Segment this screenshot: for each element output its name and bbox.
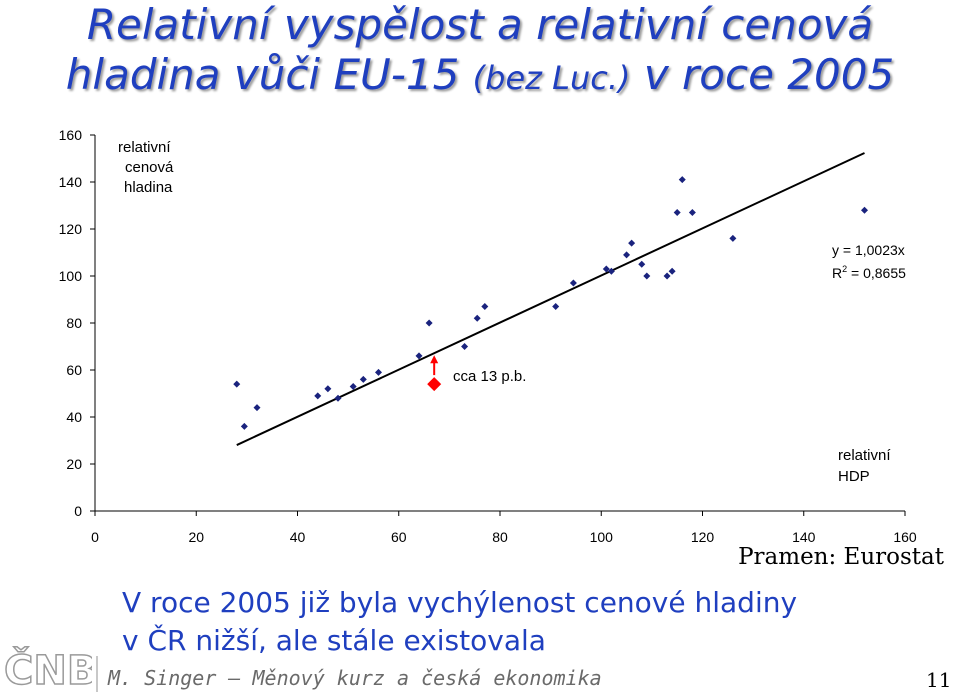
y-tick-label: 40 xyxy=(66,409,82,425)
data-point xyxy=(415,352,423,360)
data-point xyxy=(663,272,671,280)
trend-line-group xyxy=(236,152,865,446)
data-point xyxy=(473,314,481,322)
gap-label: cca 13 p.b. xyxy=(453,368,526,385)
data-point xyxy=(607,267,615,275)
data-point xyxy=(314,392,322,400)
data-point xyxy=(623,251,631,259)
data-point xyxy=(729,234,737,242)
r2-label: R xyxy=(832,265,842,281)
data-point xyxy=(602,265,610,273)
data-point xyxy=(324,385,332,393)
y-tick-label: 160 xyxy=(59,127,83,143)
data-point xyxy=(233,380,241,388)
data-point xyxy=(668,267,676,275)
xlabel-line-1: relativní xyxy=(838,447,891,464)
x-tick-label: 120 xyxy=(691,529,715,545)
y-tick-label: 120 xyxy=(59,221,83,237)
data-point xyxy=(481,303,489,311)
y-tick-label: 20 xyxy=(66,456,82,472)
page-number: 11 xyxy=(926,668,952,692)
x-tick-label: 60 xyxy=(391,529,407,545)
x-tick-label: 20 xyxy=(188,529,204,545)
trend-line xyxy=(236,152,865,446)
ylabel-line-3: hladina xyxy=(124,179,173,196)
ylabel-line-1: relativní xyxy=(118,139,171,156)
data-point xyxy=(253,404,261,412)
data-point xyxy=(334,394,342,402)
y-tick-label: 140 xyxy=(59,174,83,190)
y-tick-label: 100 xyxy=(59,268,83,284)
subtitle-line-2: v ČR nižší, ale stále existovala xyxy=(122,624,546,657)
y-tick-label: 60 xyxy=(66,362,82,378)
data-point xyxy=(375,368,382,376)
logo-letters: ČNB xyxy=(4,646,92,692)
x-tick-label: 40 xyxy=(290,529,306,545)
trend-equation: y = 1,0023x xyxy=(832,242,905,258)
highlight-group xyxy=(427,355,442,392)
page-title: Relativní vyspělost a relativní cenová h… xyxy=(0,0,960,103)
x-tick-label: 160 xyxy=(893,529,917,545)
chart-axes: 0 20 40 60 80 100 120 140 160 0 20 40 60 80 100 120 140 1… xyxy=(59,127,917,545)
data-point xyxy=(628,239,636,247)
subtitle-line-1: V roce 2005 již byla vychýlenost cenové … xyxy=(122,586,798,619)
r2-value: = 0,8655 xyxy=(847,265,906,281)
title-line-2b: (bez Luc.) xyxy=(472,59,631,97)
x-tick-label: 0 xyxy=(91,529,99,545)
data-points-group xyxy=(233,176,868,430)
data-point xyxy=(688,209,696,217)
data-point xyxy=(643,272,651,280)
source-note: Pramen: Eurostat xyxy=(738,544,944,570)
ylabel-line-2: cenová xyxy=(125,159,174,176)
title-line-2c: v roce 2005 xyxy=(630,50,895,99)
title-line-1: Relativní vyspělost a relativní cenová xyxy=(86,0,874,49)
data-point xyxy=(240,422,248,430)
title-line-2a: hladina vůči EU-15 xyxy=(65,50,473,99)
footer-text: M. Singer – Měnový kurz a česká ekonomik… xyxy=(108,666,602,690)
y-tick-label: 80 xyxy=(66,315,82,331)
scatter-chart: 0 20 40 60 80 100 120 140 160 0 20 40 60 80 100 120 140 1… xyxy=(59,127,917,545)
data-point xyxy=(552,303,560,311)
data-point xyxy=(461,343,469,350)
x-tick-label: 140 xyxy=(792,529,816,545)
data-point xyxy=(349,382,357,390)
data-point xyxy=(638,260,646,268)
data-point xyxy=(569,279,577,287)
data-point xyxy=(678,176,686,184)
subtitle: V roce 2005 již byla vychýlenost cenové … xyxy=(122,584,797,660)
highlight-point-cz xyxy=(427,377,442,392)
data-point xyxy=(861,206,868,214)
data-point xyxy=(673,209,681,217)
data-point xyxy=(359,375,367,383)
cnb-logo: ČNB xyxy=(3,645,92,692)
footer-divider xyxy=(96,656,98,692)
trend-r2: R2 = 0,8655 xyxy=(832,264,906,281)
data-point xyxy=(425,319,433,327)
xlabel-line-2: HDP xyxy=(838,468,870,485)
title-line-2: hladina vůči EU-15 (bez Luc.) v roce 200… xyxy=(0,50,960,103)
y-tick-label: 0 xyxy=(74,503,82,519)
x-tick-label: 100 xyxy=(590,529,614,545)
r2-sup: 2 xyxy=(842,264,847,274)
gap-arrow-head xyxy=(430,355,439,364)
x-tick-label: 80 xyxy=(492,529,508,545)
